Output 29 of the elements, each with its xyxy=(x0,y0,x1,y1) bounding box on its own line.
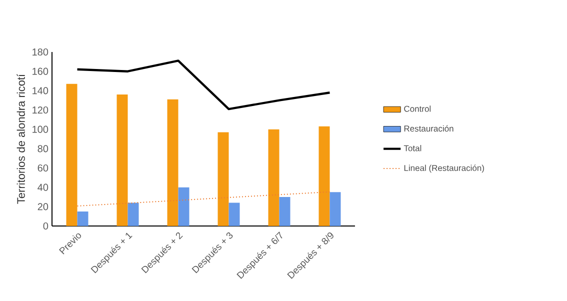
y-tick-label: 60 xyxy=(38,164,48,172)
y-tick-label: 20 xyxy=(38,203,48,210)
y-axis-title: Territorios de alondra ricotí xyxy=(16,74,25,204)
bar xyxy=(218,132,229,226)
bar xyxy=(318,126,330,226)
y-tick-label: 160 xyxy=(32,68,48,75)
y-tick-label: 80 xyxy=(38,145,48,152)
bar xyxy=(330,192,341,226)
bar xyxy=(116,94,128,226)
bar xyxy=(77,212,88,226)
legend-label: Lineal (Restauración) xyxy=(404,164,484,173)
legend-label: Total xyxy=(404,145,422,152)
legend-label: Control xyxy=(404,106,431,112)
y-tick-label: 180 xyxy=(32,48,48,56)
bar xyxy=(128,202,139,226)
y-tick-label: 40 xyxy=(38,184,48,191)
line-series xyxy=(76,191,330,206)
bar xyxy=(178,187,190,226)
bar xyxy=(66,84,78,226)
line-series xyxy=(76,60,331,110)
y-tick-label: 0 xyxy=(43,222,48,230)
y-tick-label: 100 xyxy=(32,126,48,133)
bar xyxy=(167,99,178,226)
bar xyxy=(279,197,290,226)
bar xyxy=(228,202,240,226)
y-tick-label: 120 xyxy=(32,106,48,114)
y-tick-label: 140 xyxy=(32,87,48,94)
legend-label: Restauración xyxy=(404,125,454,132)
bar xyxy=(268,129,280,226)
